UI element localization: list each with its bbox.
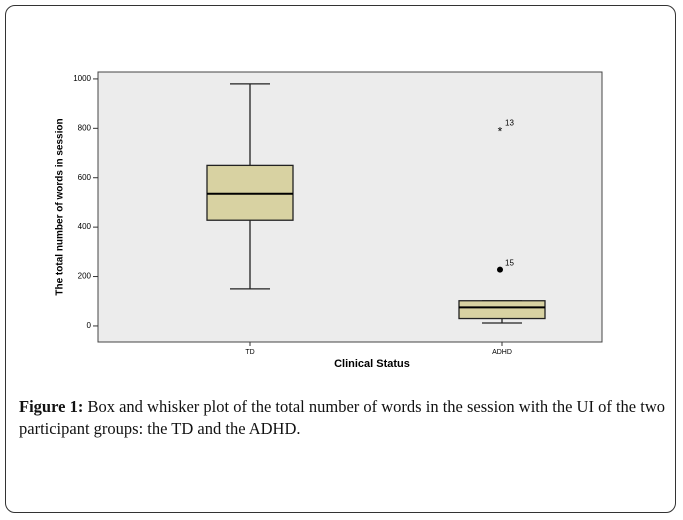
y-tick-label: 0 bbox=[87, 321, 92, 330]
caption-text: Box and whisker plot of the total number… bbox=[19, 397, 666, 438]
figure-frame bbox=[5, 5, 676, 513]
x-tick-label: ADHD bbox=[492, 349, 512, 356]
chart: The total number of words in session Cli… bbox=[55, 71, 603, 370]
outlier-label: 15 bbox=[505, 259, 514, 268]
y-tick-label: 800 bbox=[78, 123, 92, 132]
y-tick-label: 200 bbox=[78, 272, 92, 281]
y-tick-label: 400 bbox=[78, 222, 92, 231]
y-tick-label: 600 bbox=[78, 173, 92, 182]
x-axis-label: Clinical Status bbox=[334, 358, 410, 370]
y-axis-label: The total number of words in session bbox=[55, 118, 66, 295]
box bbox=[458, 300, 546, 320]
outlier: * bbox=[498, 125, 503, 139]
plot-area bbox=[97, 71, 603, 343]
outlier bbox=[497, 266, 503, 273]
caption-label: Figure 1: bbox=[19, 397, 84, 416]
outlier-label: 13 bbox=[505, 119, 514, 128]
x-tick-label: TD bbox=[245, 349, 254, 356]
caption: Figure 1: Box and whisker plot of the to… bbox=[19, 396, 665, 440]
y-tick-label: 1000 bbox=[73, 74, 91, 83]
